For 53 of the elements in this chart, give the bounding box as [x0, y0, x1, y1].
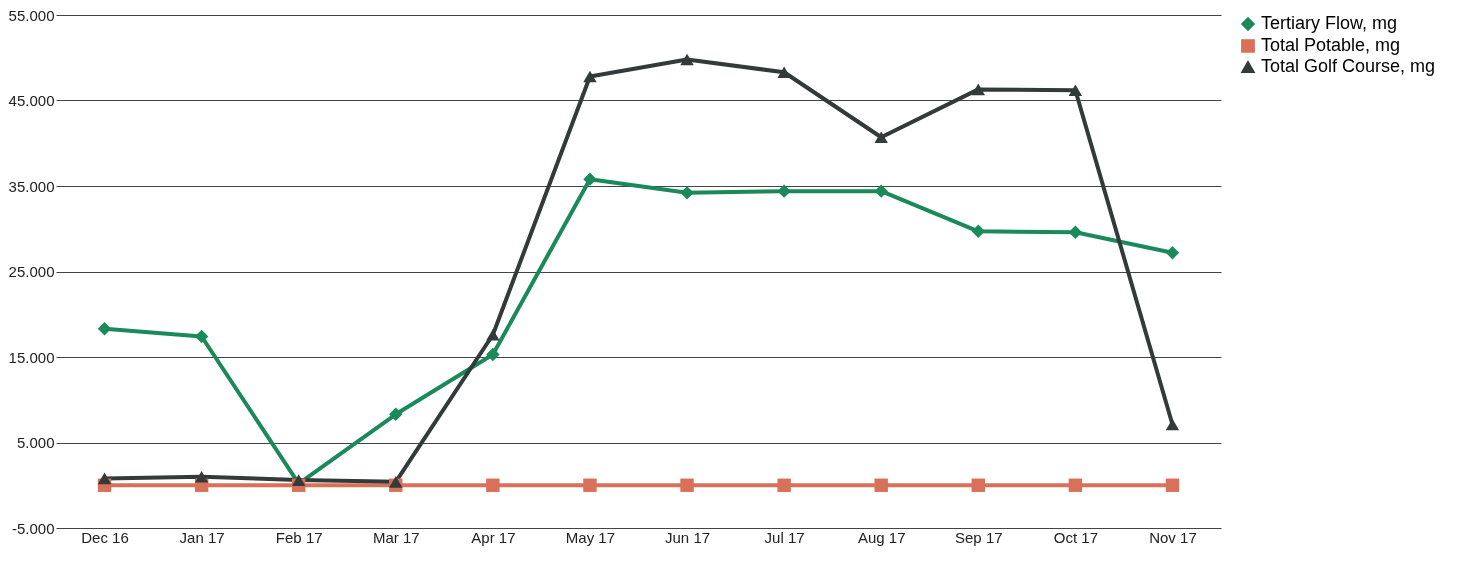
point	[874, 478, 888, 492]
point	[1165, 245, 1180, 260]
y-tick-label: 25.000	[8, 263, 55, 280]
x-tick-label: Aug 17	[857, 528, 906, 546]
point	[777, 184, 791, 198]
point	[874, 131, 888, 144]
point	[680, 53, 694, 66]
point	[874, 184, 888, 198]
x-tick-label: Nov 17	[1149, 528, 1197, 546]
point	[971, 224, 985, 239]
legend-label: Total Potable, mg	[1261, 35, 1401, 55]
x-tick-label: Sep 17	[955, 528, 1003, 546]
x-tick-label: Mar 17	[372, 528, 420, 546]
point	[1165, 418, 1180, 431]
point	[971, 83, 985, 96]
point	[1068, 84, 1083, 97]
y-tick-label: 45.000	[8, 92, 55, 109]
x-tick-label: May 17	[565, 528, 616, 546]
point	[680, 186, 694, 200]
point	[97, 322, 112, 336]
y-tick-label: 35.000	[8, 177, 55, 195]
point	[680, 478, 694, 492]
x-tick-label: Dec 16	[81, 528, 129, 546]
point	[292, 474, 306, 486]
legend-label: Tertiary Flow, mg	[1261, 13, 1398, 33]
y-tick-label: -5.000	[11, 519, 55, 537]
point	[389, 476, 403, 488]
x-tick-label: Jun 17	[665, 528, 711, 546]
point	[777, 66, 791, 79]
point	[583, 172, 597, 186]
y-tick-label: 55.000	[8, 6, 55, 24]
point	[486, 328, 500, 341]
point	[486, 347, 500, 362]
x-tick-label: Oct 17	[1053, 528, 1098, 546]
x-tick-label: Jul 17	[764, 528, 805, 546]
point	[389, 407, 403, 421]
point	[1068, 478, 1083, 492]
point	[194, 329, 209, 344]
x-tick-label: Feb 17	[275, 528, 323, 546]
legend-label: Total Golf Course, mg	[1261, 56, 1436, 76]
point	[1165, 478, 1180, 492]
y-tick-label: 5.000	[16, 434, 55, 451]
point	[1068, 225, 1083, 239]
point	[971, 478, 985, 492]
point	[194, 470, 209, 483]
y-tick-label: 15.000	[8, 348, 55, 366]
x-tick-label: Jan 17	[179, 528, 225, 546]
point	[583, 70, 597, 83]
point	[97, 472, 112, 485]
x-tick-label: Apr 17	[471, 528, 516, 546]
point	[777, 478, 791, 492]
point	[486, 478, 500, 492]
point	[583, 478, 597, 492]
